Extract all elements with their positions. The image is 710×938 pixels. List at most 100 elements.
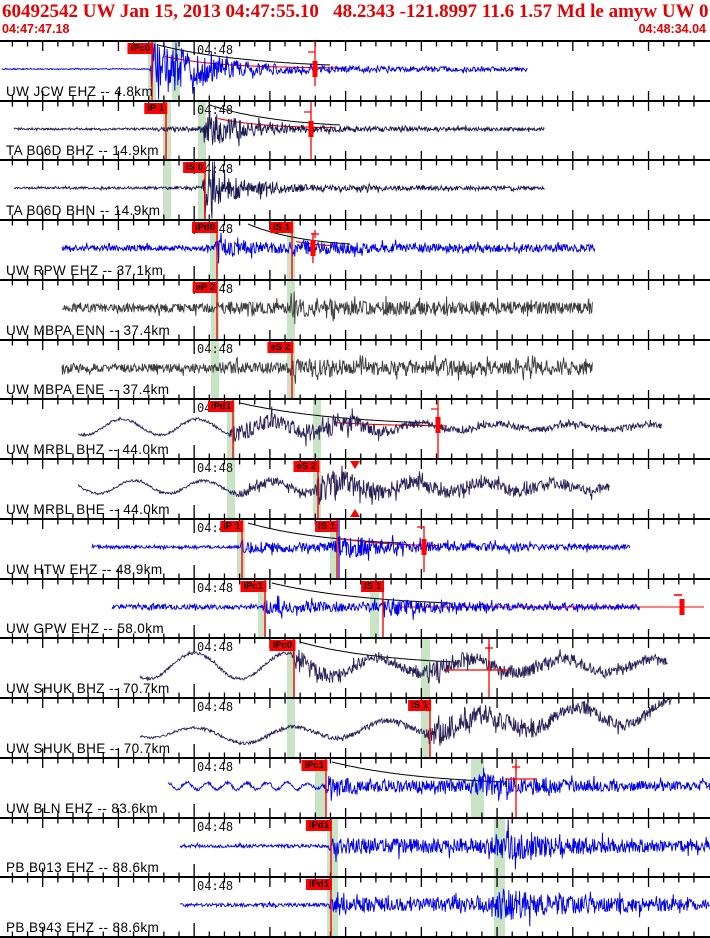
phase-pick-flag[interactable]: iPc1 [301, 759, 327, 771]
waveform-canvas[interactable] [0, 400, 710, 459]
minute-time-label: 04:48 [197, 341, 234, 356]
trace-row[interactable]: 04:48iPd1UW MRBL BHZ -- 44.0km [0, 398, 710, 459]
station-channel-label: UW MBPA ENE -- 37.4km [6, 382, 170, 398]
minute-time-label: 04:48 [197, 879, 234, 894]
waveform-canvas[interactable] [0, 699, 710, 757]
coda-markers [431, 400, 441, 459]
trace-row[interactable]: 04:48 iPd1 PB B013 EHZ -- 88.6km [0, 816, 710, 877]
time-ticks [11, 460, 695, 518]
trace-row[interactable]: 04:48 iPd1 PB B943 EHZ -- 88.6km [0, 876, 710, 937]
waveform-canvas[interactable] [0, 280, 710, 339]
minute-time-label: 04:48 [197, 162, 234, 177]
trace-row[interactable]: 04:48iPd0iS 1UW RPW EHZ -- 37.1km [0, 219, 710, 279]
waveform-trace [61, 291, 593, 325]
trace-row[interactable]: 04:48 iPc0 UW JCW EHZ -- 4.8km [0, 40, 710, 100]
trace-row[interactable]: 04:48 iPc0 UW SHUK BHZ -- 70.7km [0, 637, 710, 698]
waveform-canvas[interactable] [0, 101, 710, 160]
arrival-window-bands [163, 101, 206, 160]
station-channel-label: TA B06D BHN -- 14.9km [6, 203, 161, 219]
event-summary-title: 60492542 UW Jan 15, 2013 04:47:55.10 48.… [2, 1, 710, 22]
arrival-window-bands [210, 221, 295, 279]
minute-time-label: 04:48 [197, 640, 234, 655]
trace-row[interactable]: 04:48 iP 1 iS 1 UW HTW EHZ -- 48.9km [0, 517, 710, 578]
arrival-window-bands [287, 699, 430, 757]
phase-pick-flag[interactable]: iPc0 [269, 640, 295, 652]
phase-pick-flag[interactable]: iPc1 [240, 580, 266, 592]
waveform-canvas[interactable] [0, 42, 710, 100]
waveform-trace [13, 105, 545, 146]
coda-markers [505, 758, 537, 817]
waveform-canvas[interactable] [0, 519, 710, 578]
station-channel-label: UW RPW EHZ -- 37.1km [6, 262, 164, 278]
waveform-trace [61, 354, 593, 384]
phase-pick-flag[interactable]: iPd1 [305, 879, 332, 891]
waveform-canvas[interactable] [0, 579, 710, 638]
station-channel-label: UW SHUK BHZ -- 70.7km [6, 681, 170, 697]
waveform-trace [167, 767, 710, 801]
coda-decay-curve [299, 641, 455, 663]
station-channel-label: UW MRBL BHE -- 44.0km [6, 501, 170, 517]
time-ticks [11, 101, 695, 160]
phase-pick-flag[interactable]: iPc0 [127, 43, 153, 54]
coda-decay-curve [157, 44, 331, 66]
trace-row[interactable]: 04:48 eS 2 UW MBPA ENE -- 37.4km [0, 338, 710, 399]
coda-markers [310, 230, 319, 264]
trace-row[interactable]: 04:48 iS 0 TA B06D BHN -- 14.9km [0, 159, 710, 220]
time-ticks [11, 519, 695, 578]
waveform-canvas[interactable] [0, 340, 710, 399]
phase-pick-flag[interactable]: iPd1 [207, 401, 234, 413]
waveform-trace [91, 534, 631, 561]
waveform-trace [1, 42, 528, 100]
time-ticks [11, 340, 695, 399]
trace-row[interactable]: 04:48 eS 2 UW MRBL BHE -- 44.0km [0, 458, 710, 518]
phase-pick-flag[interactable]: iPd1 [305, 819, 332, 831]
phase-pick-flag[interactable]: iPd0 [191, 222, 218, 234]
time-ticks [11, 280, 695, 339]
phase-pick-flag[interactable]: eS 2 [293, 461, 319, 473]
station-channel-label: UW GPW EHZ -- 58.0km [6, 621, 165, 637]
trace-list: 04:48 iPc0 UW JCW EHZ -- 4.8km 04:48 iP 1 TA … [0, 40, 710, 938]
waveform-trace [139, 699, 672, 746]
trace-row[interactable]: 04:48 iP 1 TA B06D BHZ -- 14.9km [0, 99, 710, 160]
trace-row[interactable]: 04:48eP 2UW MBPA ENN -- 37.4km [0, 278, 710, 339]
time-ticks [11, 818, 695, 877]
trace-row[interactable]: 04:48 iPc1 iS 1 UW GPW EHZ -- 58.0km [0, 577, 710, 638]
time-ticks [11, 400, 695, 459]
station-channel-label: UW MRBL BHZ -- 44.0km [6, 442, 170, 458]
phase-pick-flag[interactable]: eP 2 [192, 281, 218, 293]
phase-pick-flag[interactable]: iP 1 [220, 520, 243, 532]
time-ticks [11, 579, 695, 638]
coda-markers [308, 42, 318, 86]
station-channel-label: UW SHUK BHE -- 70.7km [6, 740, 171, 756]
waveform-canvas[interactable] [0, 878, 710, 937]
waveform-canvas[interactable] [0, 460, 710, 518]
waveform-canvas[interactable] [0, 639, 710, 698]
phase-pick-flag[interactable]: iS 0 [183, 162, 206, 174]
window-start-time: 04:47:47.18 [2, 22, 70, 36]
phase-pick-flag[interactable]: iS 1 [270, 222, 293, 234]
phase-pick-flag[interactable]: iS 1 [361, 580, 384, 592]
waveform-trace [77, 406, 663, 447]
waveform-trace [111, 595, 640, 620]
coda-markers [338, 519, 427, 578]
waveform-trace [61, 232, 596, 264]
phase-pick-flag[interactable]: iS 1 [315, 520, 338, 532]
event-header: 60492542 UW Jan 15, 2013 04:47:55.10 48.… [0, 0, 710, 40]
time-ticks [11, 878, 695, 937]
minute-time-label: 04:48 [197, 102, 234, 117]
phase-pick-flag[interactable]: eS 2 [267, 341, 293, 353]
minute-time-label: 04:48 [197, 580, 234, 595]
minute-time-label: 04:48 [197, 700, 234, 715]
phase-pick-flag[interactable]: iP 1 [144, 102, 167, 114]
coda-markers [350, 461, 360, 518]
phase-pick-flag[interactable]: iS 1 [408, 700, 431, 712]
waveform-canvas[interactable] [0, 818, 710, 877]
time-ticks [11, 758, 695, 817]
waveform-trace [179, 888, 710, 927]
arrival-window-bands [287, 639, 430, 698]
station-channel-label: UW HTW EHZ -- 48.9km [6, 561, 163, 577]
trace-row[interactable]: 04:48 iPc1 UW BLN EHZ -- 83.6km [0, 756, 710, 817]
coda-decay-curve [271, 582, 450, 604]
trace-row[interactable]: 04:48 iS 1 UW SHUK BHE -- 70.7km [0, 697, 710, 757]
